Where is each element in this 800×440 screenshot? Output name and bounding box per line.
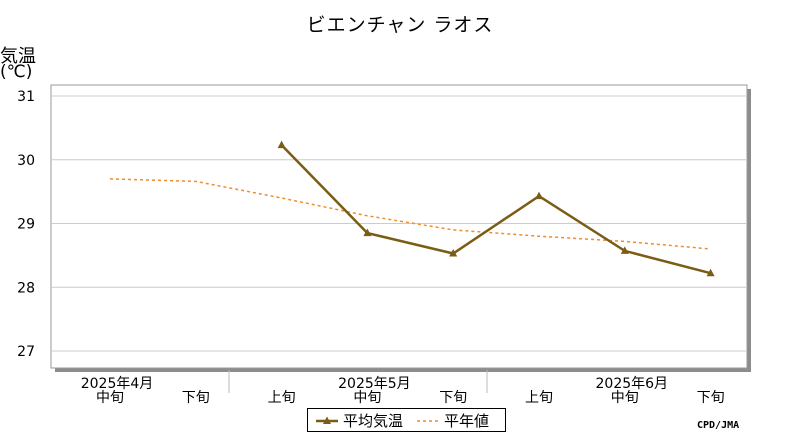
x-tick-label: 中旬 — [353, 390, 381, 406]
plot-area — [50, 84, 748, 369]
y-axis-unit: (℃) — [0, 62, 33, 82]
average-series-line — [280, 144, 711, 275]
x-tick-label: 下旬 — [697, 390, 725, 406]
x-separators — [228, 370, 488, 393]
x-tick-label: 下旬 — [439, 390, 467, 406]
legend-swatch-normal — [417, 419, 439, 422]
legend-item-avg: 平均気温 — [314, 410, 403, 431]
month-label: 2025年4月 — [81, 376, 154, 392]
average-data-point — [363, 228, 372, 237]
legend-label-avg: 平均気温 — [343, 412, 404, 430]
series-lines — [109, 140, 715, 277]
legend: 平均気温 平年値 — [307, 408, 506, 432]
y-tick-label: 31 — [17, 89, 35, 105]
average-data-point — [620, 246, 629, 254]
x-tick-label: 上旬 — [525, 390, 553, 406]
y-tick-label: 27 — [17, 344, 35, 360]
x-tick-label: 下旬 — [182, 390, 210, 406]
y-tick-labels: 31 30 29 28 27 — [17, 89, 35, 360]
y-tick-label: 30 — [17, 153, 35, 169]
average-data-point — [535, 191, 543, 200]
month-label: 2025年6月 — [596, 376, 669, 392]
x-tick-labels: 中旬 下旬 上旬 中旬 下旬 上旬 中旬 下旬 2025年4月 2025年5月 2025年6月 — [81, 376, 725, 406]
month-label: 2025年5月 — [338, 376, 411, 392]
x-tick-label: 中旬 — [96, 390, 124, 406]
x-tick-label: 上旬 — [268, 390, 296, 406]
legend-swatch-avg — [316, 416, 338, 424]
credit: CPD/JMA — [697, 420, 740, 431]
y-axis-label: 気温 — [0, 46, 36, 67]
legend-label-normal: 平年値 — [444, 412, 490, 430]
y-tick-label: 28 — [17, 280, 35, 296]
x-tick-label: 中旬 — [611, 390, 639, 406]
grid-lines — [51, 95, 747, 352]
legend-item-normal: 平年値 — [415, 410, 489, 431]
chart-title: ビエンチャン ラオス — [306, 14, 494, 36]
average-data-point — [277, 140, 286, 149]
average-data-point — [706, 268, 715, 277]
y-tick-label: 29 — [17, 217, 35, 233]
average-data-point — [449, 248, 458, 257]
